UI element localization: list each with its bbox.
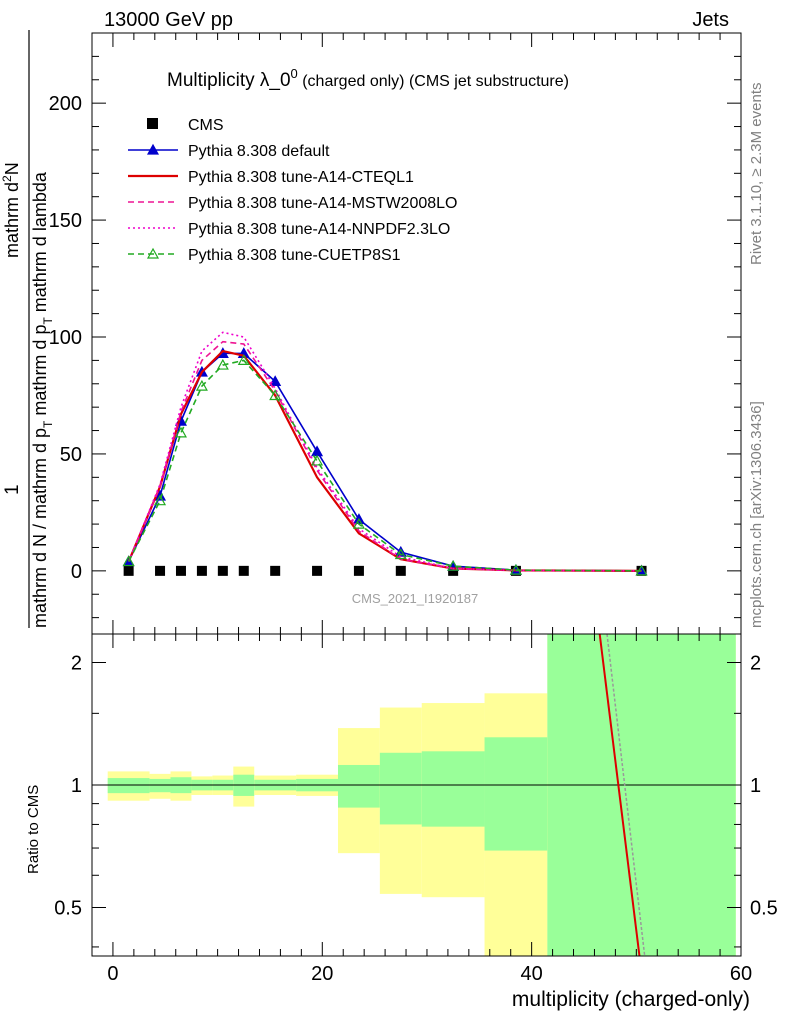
ratio-tick-label: 1 <box>71 775 82 797</box>
series-marker <box>269 375 282 387</box>
series-line <box>127 331 642 572</box>
legend: CMS Pythia 8.308 default Pythia 8.308 tune… <box>128 117 457 264</box>
data-point-cms <box>238 565 249 576</box>
category-label: Jets <box>692 9 729 31</box>
series-marker <box>352 517 365 529</box>
legend-label: Pythia 8.308 tune-CUETP8S1 <box>188 247 401 264</box>
ratio-band-green <box>107 778 150 794</box>
ratio-plot-frame <box>91 633 742 957</box>
series-marker <box>269 389 282 401</box>
data-point-cms <box>217 565 228 576</box>
rivet-label: Rivet 3.1.10, ≥ 2.3M events <box>748 83 765 266</box>
y-tick-label: 50 <box>60 444 82 466</box>
ylabel-numerator: mathrm d2N <box>0 162 22 258</box>
series-line <box>127 352 642 572</box>
ratio-ylabel: Ratio to CMS <box>25 785 42 874</box>
x-axis-label: multiplicity (charged-only) <box>512 988 750 1011</box>
ylabel-prefix: 1 <box>2 484 23 495</box>
data-point-cms <box>196 565 207 576</box>
legend-marker <box>147 118 158 129</box>
ratio-band-green <box>547 634 736 956</box>
series-marker <box>311 454 324 466</box>
series-marker <box>635 564 648 576</box>
ratio-band-green <box>379 752 422 825</box>
legend-label: CMS <box>188 117 224 134</box>
main-ylabel: 1 mathrm d2N mathrm d N / mathrm d pT ma… <box>0 30 55 628</box>
series-marker <box>311 445 324 457</box>
ratio-band-green <box>484 737 548 851</box>
y-tick-label: 100 <box>49 327 82 349</box>
series-marker <box>174 426 187 438</box>
data-point-cms <box>270 565 281 576</box>
series-marker <box>216 358 229 370</box>
legend-label: Pythia 8.308 tune-A14-MSTW2008LO <box>188 195 457 212</box>
x-tick-label: 20 <box>311 963 333 985</box>
ratio-band-green <box>337 764 380 808</box>
ratio-band-green <box>421 751 485 827</box>
legend-label: Pythia 8.308 default <box>188 143 330 160</box>
ratio-tick-label: 0.5 <box>54 897 82 919</box>
series-marker <box>154 494 167 506</box>
x-tick-label: 60 <box>730 963 752 985</box>
energy-label: 13000 GeV pp <box>104 9 233 31</box>
ratio-tick-label-right: 0.5 <box>750 897 778 919</box>
y-tick-label: 200 <box>49 93 82 115</box>
series-marker <box>447 559 460 571</box>
ratio-band-green <box>149 778 171 793</box>
data-point-cms <box>123 565 134 576</box>
data-point-cms <box>175 565 186 576</box>
legend-label: Pythia 8.308 tune-A14-NNPDF2.3LO <box>188 221 450 238</box>
ratio-line <box>606 633 646 957</box>
series-marker <box>122 555 135 567</box>
series-marker <box>195 379 208 391</box>
data-point-cms <box>395 565 406 576</box>
legend-label: Pythia 8.308 tune-A14-CTEQL1 <box>188 169 414 186</box>
ratio-line <box>598 633 641 957</box>
y-tick-label: 0 <box>71 561 82 583</box>
legend-marker <box>146 247 160 259</box>
x-tick-label: 0 <box>107 963 118 985</box>
data-point-cms <box>155 565 166 576</box>
data-point-cms <box>353 565 364 576</box>
ylabel-denominator: mathrm d N / mathrm d pT mathrm d pT mat… <box>30 171 55 628</box>
ratio-tick-label-right: 2 <box>750 653 761 675</box>
data-point-cms <box>448 565 459 576</box>
legend-marker <box>146 143 160 155</box>
mcplots-label: mcplots.cern.ch [arXiv:1306.3436] <box>748 401 765 628</box>
plot-title: Multiplicity λ_00 (charged only) (CMS je… <box>167 66 569 91</box>
series-marker <box>509 563 522 575</box>
series-line <box>127 349 642 572</box>
analysis-label: CMS_2021_I1920187 <box>352 591 479 606</box>
ratio-tick-label: 2 <box>71 653 82 675</box>
series-marker <box>394 548 407 560</box>
data-point-cms <box>312 565 323 576</box>
series-marker <box>237 354 250 365</box>
x-tick-label: 40 <box>521 963 543 985</box>
ratio-tick-label-right: 1 <box>750 775 761 797</box>
y-tick-label: 150 <box>49 210 82 232</box>
